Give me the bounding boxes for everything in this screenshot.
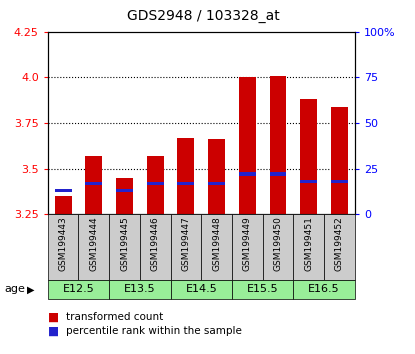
Bar bbox=[85, 156, 102, 214]
Bar bbox=[239, 78, 256, 214]
Bar bbox=[48, 280, 109, 299]
Bar bbox=[116, 189, 133, 192]
Bar bbox=[48, 214, 78, 280]
Bar bbox=[116, 178, 133, 214]
Bar bbox=[300, 180, 317, 183]
Bar bbox=[232, 280, 293, 299]
Bar bbox=[55, 189, 71, 192]
Bar bbox=[270, 76, 286, 214]
Bar bbox=[171, 214, 201, 280]
Bar bbox=[293, 280, 355, 299]
Text: GDS2948 / 103328_at: GDS2948 / 103328_at bbox=[127, 9, 280, 23]
Bar bbox=[208, 182, 225, 185]
Bar bbox=[263, 214, 293, 280]
Bar bbox=[331, 180, 348, 183]
Text: GSM199451: GSM199451 bbox=[304, 216, 313, 271]
Text: E13.5: E13.5 bbox=[124, 284, 156, 295]
Text: ▶: ▶ bbox=[27, 284, 34, 295]
Text: GSM199446: GSM199446 bbox=[151, 216, 160, 271]
Text: percentile rank within the sample: percentile rank within the sample bbox=[66, 326, 242, 336]
Text: GSM199447: GSM199447 bbox=[181, 216, 190, 271]
Bar bbox=[208, 139, 225, 214]
Text: GSM199450: GSM199450 bbox=[273, 216, 283, 271]
Text: GSM199448: GSM199448 bbox=[212, 216, 221, 271]
Bar bbox=[109, 280, 171, 299]
Bar bbox=[109, 214, 140, 280]
Text: GSM199445: GSM199445 bbox=[120, 216, 129, 271]
Bar bbox=[78, 214, 109, 280]
Bar bbox=[300, 99, 317, 214]
Text: GSM199443: GSM199443 bbox=[59, 216, 68, 271]
Bar bbox=[232, 214, 263, 280]
Bar bbox=[178, 182, 194, 185]
Text: ■: ■ bbox=[48, 310, 59, 323]
Bar bbox=[293, 214, 324, 280]
Text: E14.5: E14.5 bbox=[186, 284, 217, 295]
Text: GSM199444: GSM199444 bbox=[89, 216, 98, 271]
Bar bbox=[140, 214, 171, 280]
Bar bbox=[239, 172, 256, 176]
Bar bbox=[147, 156, 164, 214]
Text: age: age bbox=[4, 284, 25, 295]
Bar bbox=[270, 172, 286, 176]
Bar bbox=[331, 107, 348, 214]
Text: transformed count: transformed count bbox=[66, 312, 164, 322]
Bar bbox=[201, 214, 232, 280]
Bar bbox=[147, 182, 164, 185]
Bar bbox=[55, 196, 71, 214]
Text: E12.5: E12.5 bbox=[63, 284, 94, 295]
Bar bbox=[324, 214, 355, 280]
Text: ■: ■ bbox=[48, 325, 59, 337]
Text: GSM199449: GSM199449 bbox=[243, 216, 252, 271]
Text: E16.5: E16.5 bbox=[308, 284, 340, 295]
Text: E15.5: E15.5 bbox=[247, 284, 278, 295]
Text: GSM199452: GSM199452 bbox=[335, 216, 344, 271]
Bar bbox=[85, 182, 102, 185]
Bar bbox=[171, 280, 232, 299]
Bar bbox=[178, 138, 194, 214]
